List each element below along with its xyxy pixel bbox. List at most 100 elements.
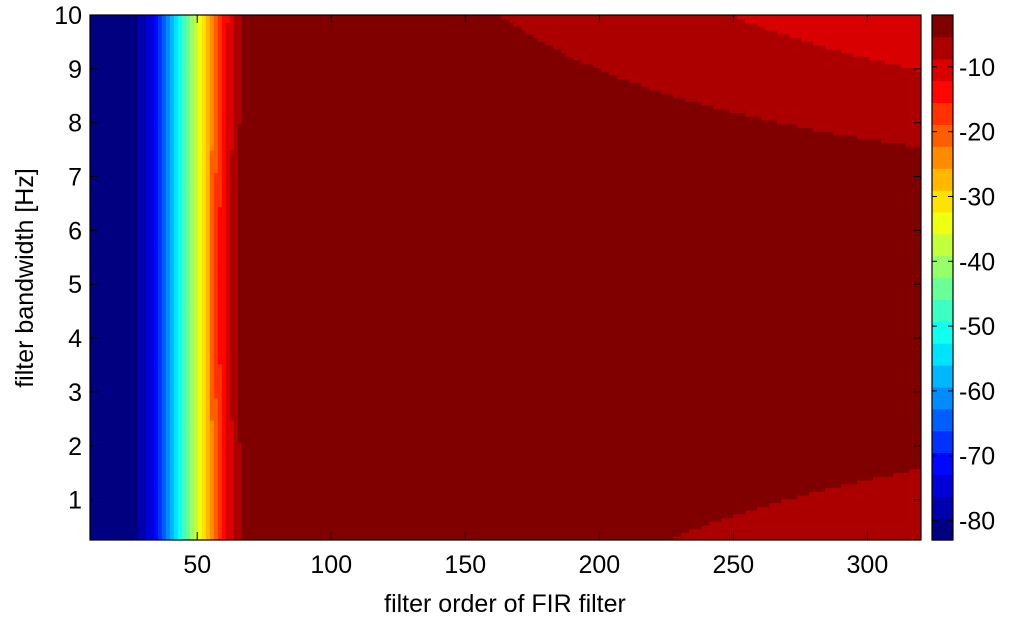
heatmap-cell bbox=[118, 206, 123, 210]
heatmap-cell bbox=[146, 353, 151, 357]
heatmap-cell bbox=[226, 53, 231, 57]
heatmap-cell bbox=[190, 461, 195, 465]
heatmap-cell bbox=[118, 409, 123, 413]
heatmap-cell bbox=[110, 368, 115, 372]
heatmap-cell bbox=[218, 353, 223, 357]
heatmap-cell bbox=[226, 521, 231, 525]
heatmap-cell bbox=[210, 248, 215, 252]
heatmap-cell bbox=[154, 420, 159, 424]
heatmap-cell bbox=[210, 116, 215, 120]
heatmap-cell bbox=[94, 53, 99, 57]
heatmap-cell bbox=[226, 206, 231, 210]
heatmap-cell bbox=[218, 488, 223, 492]
heatmap-cell bbox=[138, 41, 143, 45]
heatmap-cell bbox=[198, 218, 203, 222]
heatmap-cell bbox=[206, 428, 211, 432]
heatmap-cell bbox=[126, 176, 131, 180]
heatmap-cell bbox=[230, 248, 235, 252]
heatmap-cell bbox=[142, 285, 147, 289]
heatmap-cell bbox=[194, 270, 199, 274]
heatmap-cell bbox=[134, 266, 139, 270]
heatmap-cell bbox=[158, 49, 163, 53]
heatmap-cell bbox=[206, 161, 211, 165]
heatmap-cell bbox=[142, 345, 147, 349]
heatmap-cell bbox=[182, 184, 187, 188]
heatmap-cell bbox=[138, 49, 143, 53]
heatmap-cell bbox=[122, 274, 127, 278]
heatmap-cell bbox=[126, 514, 131, 518]
heatmap-cell bbox=[214, 319, 219, 323]
heatmap-cell bbox=[230, 488, 235, 492]
heatmap-cell bbox=[190, 221, 195, 225]
heatmap-cell bbox=[166, 356, 171, 360]
heatmap-cell bbox=[186, 120, 191, 124]
heatmap-cell bbox=[142, 439, 147, 443]
heatmap-cell bbox=[114, 413, 119, 417]
heatmap-cell bbox=[110, 251, 115, 255]
heatmap-cell bbox=[230, 266, 235, 270]
heatmap-cell bbox=[102, 165, 107, 169]
heatmap-cell bbox=[178, 281, 183, 285]
heatmap-cell bbox=[138, 491, 143, 495]
heatmap-cell bbox=[214, 364, 219, 368]
heatmap-cell bbox=[178, 484, 183, 488]
heatmap-cell bbox=[178, 191, 183, 195]
heatmap-cell bbox=[190, 146, 195, 150]
heatmap-cell bbox=[194, 285, 199, 289]
heatmap-cell bbox=[226, 480, 231, 484]
heatmap-cell bbox=[202, 285, 207, 289]
heatmap-cell bbox=[110, 465, 115, 469]
heatmap-cell bbox=[158, 214, 163, 218]
heatmap-cell bbox=[154, 394, 159, 398]
heatmap-cell bbox=[146, 349, 151, 353]
heatmap-cell bbox=[146, 210, 151, 214]
heatmap-cell bbox=[154, 375, 159, 379]
heatmap-cell bbox=[202, 83, 207, 87]
heatmap-cell bbox=[218, 341, 223, 345]
heatmap-cell bbox=[218, 251, 223, 255]
heatmap-cell bbox=[202, 53, 207, 57]
heatmap-cell bbox=[134, 15, 139, 19]
heatmap-cell bbox=[218, 428, 223, 432]
heatmap-cell bbox=[102, 491, 107, 495]
heatmap-cell bbox=[162, 30, 167, 34]
heatmap-cell bbox=[198, 41, 203, 45]
heatmap-cell bbox=[154, 409, 159, 413]
heatmap-cell bbox=[206, 263, 211, 267]
heatmap-cell bbox=[130, 173, 135, 177]
heatmap-cell bbox=[190, 233, 195, 237]
heatmap-cell bbox=[154, 143, 159, 147]
heatmap-cell bbox=[90, 15, 95, 19]
heatmap-cell bbox=[214, 41, 219, 45]
heatmap-cell bbox=[90, 199, 95, 203]
heatmap-cell bbox=[190, 341, 195, 345]
heatmap-cell bbox=[206, 473, 211, 477]
heatmap-cell bbox=[162, 360, 167, 364]
heatmap-cell bbox=[158, 413, 163, 417]
heatmap-cell bbox=[230, 525, 235, 529]
heatmap-cell bbox=[202, 420, 207, 424]
heatmap-cell bbox=[122, 263, 127, 267]
heatmap-cell bbox=[130, 420, 135, 424]
heatmap-cell bbox=[182, 23, 187, 27]
heatmap-cell bbox=[166, 533, 171, 537]
heatmap-cell bbox=[122, 499, 127, 503]
heatmap-cell bbox=[130, 488, 135, 492]
heatmap-cell bbox=[126, 128, 131, 132]
heatmap-cell bbox=[218, 203, 223, 207]
heatmap-cell bbox=[226, 278, 231, 282]
heatmap-cell bbox=[198, 461, 203, 465]
heatmap-cell bbox=[170, 169, 175, 173]
heatmap-cell bbox=[158, 53, 163, 57]
heatmap-cell bbox=[162, 394, 167, 398]
heatmap-cell bbox=[206, 319, 211, 323]
heatmap-cell bbox=[150, 300, 155, 304]
heatmap-cell bbox=[170, 289, 175, 293]
heatmap-cell bbox=[222, 206, 227, 210]
heatmap-cell bbox=[158, 383, 163, 387]
heatmap-cell bbox=[138, 458, 143, 462]
heatmap-cell bbox=[94, 210, 99, 214]
heatmap-cell bbox=[162, 428, 167, 432]
heatmap-cell bbox=[138, 233, 143, 237]
heatmap-cell bbox=[170, 521, 175, 525]
